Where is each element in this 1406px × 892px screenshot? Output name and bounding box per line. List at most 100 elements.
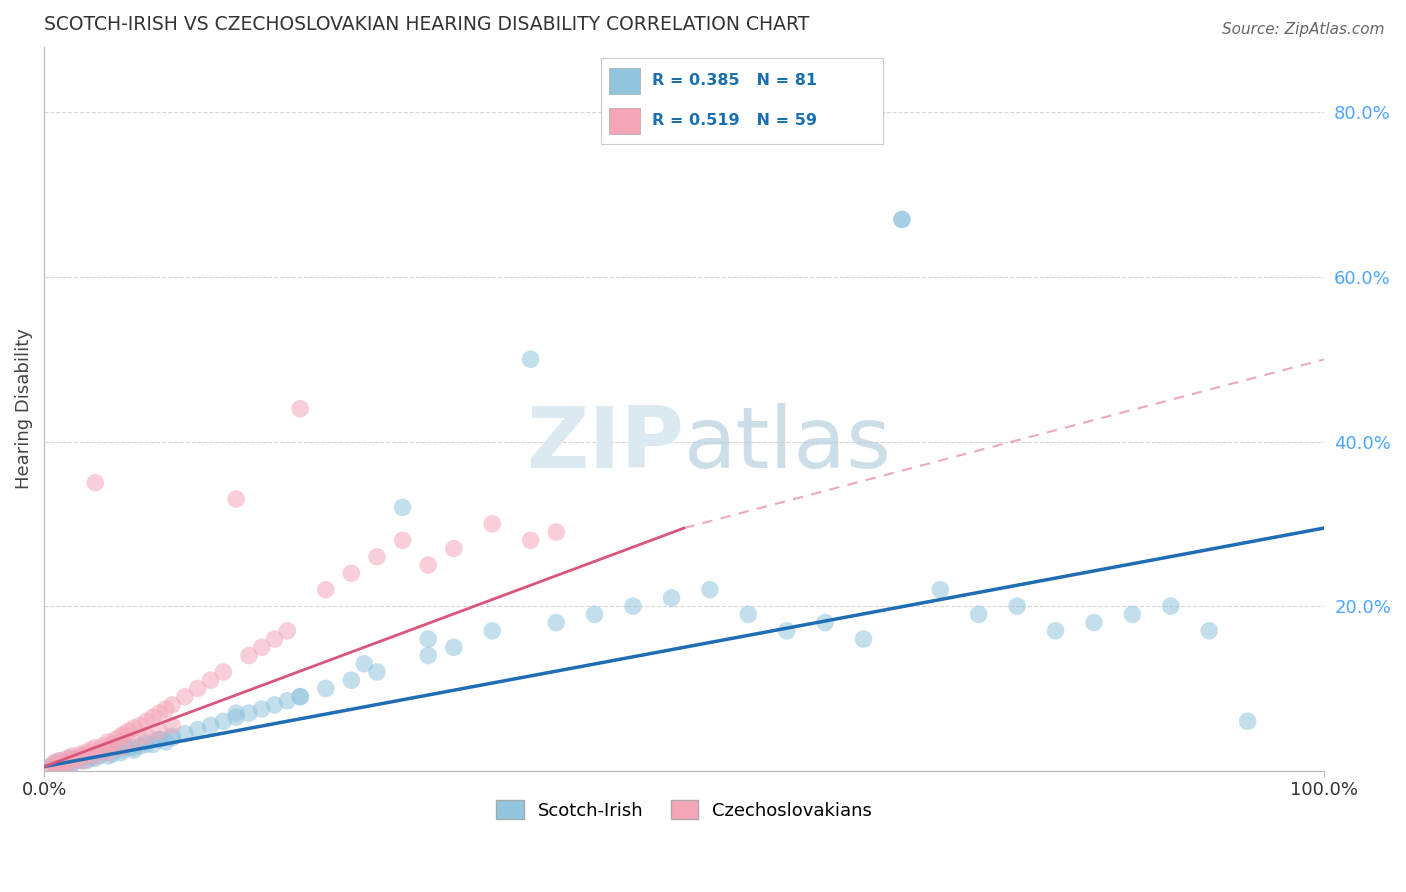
Point (72, 754, 94, 768)
Point (142, 737, 165, 751)
Point (97, 748, 120, 763)
Point (519, 533, 541, 548)
Text: atlas: atlas (685, 403, 893, 486)
Point (79, 751, 101, 765)
Point (65, 751, 87, 765)
Point (84, 751, 107, 765)
Point (48, 754, 70, 768)
Point (110, 740, 132, 755)
Point (59, 751, 82, 765)
Point (519, 352, 541, 367)
Point (60, 757, 83, 772)
Point (391, 533, 413, 548)
Point (1236, 714, 1258, 729)
Point (160, 731, 183, 745)
Point (546, 525, 568, 540)
Point (59, 757, 82, 772)
Point (142, 710, 165, 724)
Point (75, 746, 97, 760)
Point (1198, 624, 1220, 638)
Point (148, 706, 170, 720)
Point (97, 735, 120, 749)
Point (737, 607, 759, 622)
Point (699, 582, 721, 597)
Point (135, 729, 157, 743)
Point (135, 737, 157, 751)
Point (60, 748, 83, 763)
Point (1045, 624, 1067, 638)
Point (69, 747, 91, 762)
Point (481, 516, 503, 531)
Point (366, 665, 388, 679)
Point (91, 739, 114, 753)
Point (114, 726, 136, 740)
Point (69, 751, 91, 765)
Point (276, 624, 298, 638)
Point (288, 401, 311, 416)
Point (340, 673, 363, 688)
Text: SCOTCH-IRISH VS CZECHOSLOVAKIAN HEARING DISABILITY CORRELATION CHART: SCOTCH-IRISH VS CZECHOSLOVAKIAN HEARING … (44, 15, 810, 34)
Point (418, 558, 440, 572)
Point (117, 740, 139, 755)
Point (418, 632, 440, 646)
Point (72, 748, 94, 763)
Point (366, 549, 388, 564)
Point (104, 740, 127, 755)
Point (1160, 599, 1182, 614)
Point (135, 735, 157, 749)
Point (56, 756, 79, 770)
Point (79, 743, 101, 757)
Point (212, 665, 235, 679)
Point (65, 754, 87, 768)
Point (238, 648, 260, 663)
Point (250, 640, 273, 655)
Point (160, 698, 183, 712)
Point (97, 746, 120, 760)
Point (263, 698, 285, 712)
Point (418, 648, 440, 663)
Point (101, 747, 124, 762)
Point (122, 721, 145, 735)
Point (174, 690, 197, 704)
Point (155, 735, 177, 749)
Point (101, 737, 124, 751)
Point (135, 714, 157, 729)
Point (929, 582, 952, 597)
Point (59, 757, 82, 772)
Point (814, 615, 837, 630)
Point (353, 657, 375, 671)
Point (91, 746, 114, 760)
Text: Source: ZipAtlas.com: Source: ZipAtlas.com (1222, 22, 1385, 37)
Point (160, 718, 183, 732)
Point (45, 756, 67, 770)
Point (110, 743, 132, 757)
Point (52, 756, 75, 770)
Point (44, 757, 66, 772)
Point (84, 747, 107, 762)
Point (1121, 607, 1143, 622)
Point (621, 599, 644, 614)
Point (72, 748, 94, 763)
Point (75, 754, 97, 768)
Point (59, 754, 82, 768)
Point (340, 566, 363, 581)
Point (39, 759, 62, 773)
Point (174, 726, 197, 740)
Point (45, 759, 67, 773)
Point (110, 729, 132, 743)
Point (443, 640, 465, 655)
Point (56, 751, 79, 765)
Point (122, 735, 145, 749)
Point (238, 706, 260, 720)
Point (288, 690, 311, 704)
Point (776, 624, 799, 638)
Point (1005, 599, 1028, 614)
Point (114, 739, 136, 753)
Point (122, 740, 145, 755)
Point (84, 475, 107, 490)
Point (84, 748, 107, 763)
Point (148, 732, 170, 747)
Point (583, 607, 606, 622)
Point (263, 632, 285, 646)
Point (160, 729, 183, 743)
